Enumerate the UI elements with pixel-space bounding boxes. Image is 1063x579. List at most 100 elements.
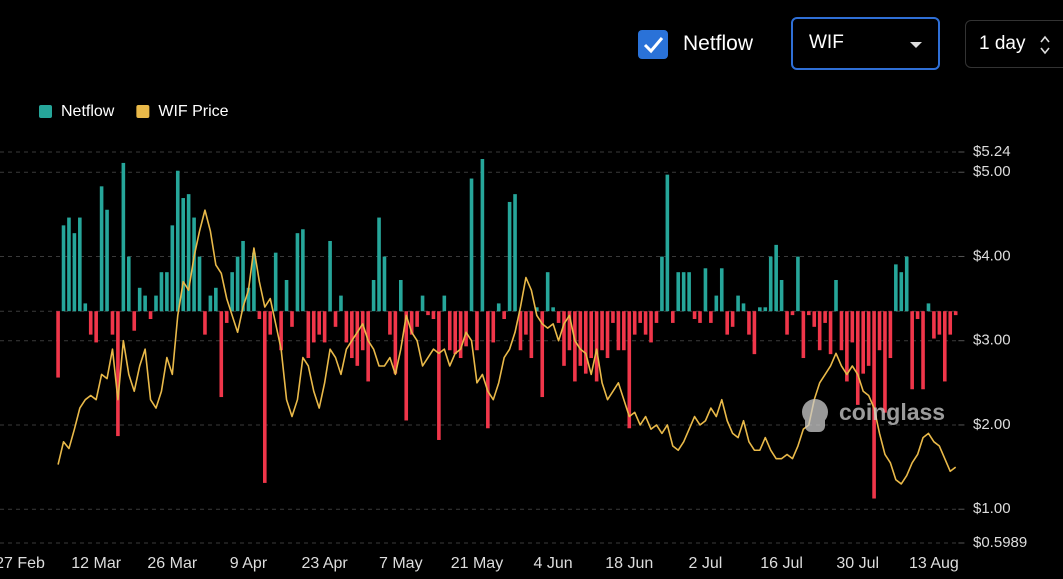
bar	[535, 307, 539, 312]
bar	[894, 264, 898, 312]
bar	[926, 303, 931, 312]
x-tick-label: 21 May	[451, 555, 503, 572]
asset-select[interactable]: WIF	[791, 17, 940, 70]
bar	[578, 311, 583, 366]
bar	[736, 295, 740, 312]
bar	[714, 295, 719, 312]
y2-tick-label: $0.5989	[973, 534, 1027, 551]
bar	[382, 256, 387, 312]
bar	[937, 311, 942, 335]
interval-select[interactable]: 1 day	[965, 20, 1063, 68]
bar	[502, 311, 506, 320]
bar	[301, 229, 305, 312]
bar	[257, 311, 262, 320]
bar	[72, 233, 77, 312]
bar	[110, 311, 115, 335]
bar	[246, 287, 251, 312]
bar	[366, 311, 370, 382]
x-tick-label: 12 Mar	[71, 555, 121, 572]
caret	[910, 42, 922, 48]
bar	[556, 311, 561, 323]
bar	[230, 272, 234, 312]
bar	[725, 311, 729, 335]
bar	[681, 272, 686, 312]
spinner	[1040, 35, 1050, 55]
bar	[306, 311, 311, 359]
bar	[616, 311, 621, 351]
bar	[632, 311, 637, 335]
bar	[311, 311, 316, 343]
bar	[322, 311, 327, 343]
bar	[567, 311, 572, 351]
x-tick-label: 9 Apr	[230, 555, 268, 572]
bar	[431, 311, 436, 320]
bar	[197, 256, 202, 312]
bar	[839, 311, 844, 351]
bar	[573, 311, 577, 382]
x-tick-label: 23 Apr	[302, 555, 349, 572]
checkbox-label: Netflow	[683, 32, 754, 55]
y2-tick-label: $2.00	[973, 416, 1011, 433]
y2-tick-label: $4.00	[973, 247, 1011, 264]
bar	[948, 311, 953, 335]
bar	[116, 311, 120, 437]
bar	[904, 256, 909, 312]
bar	[649, 311, 653, 343]
bar	[719, 268, 724, 312]
bar	[61, 225, 66, 312]
bar	[855, 311, 860, 405]
bar	[507, 201, 512, 312]
bar	[921, 311, 925, 390]
bar	[203, 311, 207, 335]
bar	[333, 311, 338, 327]
bar	[235, 256, 240, 312]
bar	[524, 311, 528, 335]
bar	[807, 311, 811, 316]
bar	[779, 279, 784, 312]
bar	[654, 311, 659, 323]
watermark-icon	[805, 412, 825, 432]
bar	[665, 174, 670, 312]
bar	[458, 311, 463, 359]
bar	[214, 287, 218, 312]
y2-tick-label: $3.00	[973, 332, 1011, 349]
bar	[132, 311, 137, 331]
bar	[350, 311, 354, 359]
bar	[496, 303, 501, 312]
bar	[932, 311, 936, 339]
bar	[105, 209, 109, 312]
bar	[676, 272, 681, 312]
bar	[774, 244, 778, 312]
legend-swatch	[136, 105, 150, 118]
bar	[268, 311, 273, 335]
bar	[165, 272, 169, 312]
checkbox[interactable]	[638, 30, 668, 59]
bar	[295, 233, 300, 312]
bar	[192, 217, 196, 312]
bar	[464, 311, 468, 347]
bar	[56, 311, 60, 378]
bar	[730, 311, 735, 327]
bar	[127, 256, 131, 312]
bar	[589, 311, 593, 359]
bar	[692, 311, 697, 320]
bar	[208, 295, 213, 312]
x-tick-label: 7 May	[379, 555, 423, 572]
bar	[660, 256, 664, 312]
bar	[883, 311, 887, 413]
bar	[828, 311, 833, 355]
bar	[763, 307, 768, 312]
bar	[159, 272, 164, 312]
bar	[437, 311, 441, 440]
bar	[796, 256, 800, 312]
bar	[263, 311, 267, 483]
x-tick-label: 18 Jun	[605, 555, 653, 572]
bar	[426, 311, 430, 316]
bar	[273, 252, 278, 312]
bar	[768, 256, 773, 312]
bar	[953, 311, 958, 316]
bar	[703, 268, 708, 312]
bar	[583, 311, 588, 374]
bar	[861, 311, 865, 374]
